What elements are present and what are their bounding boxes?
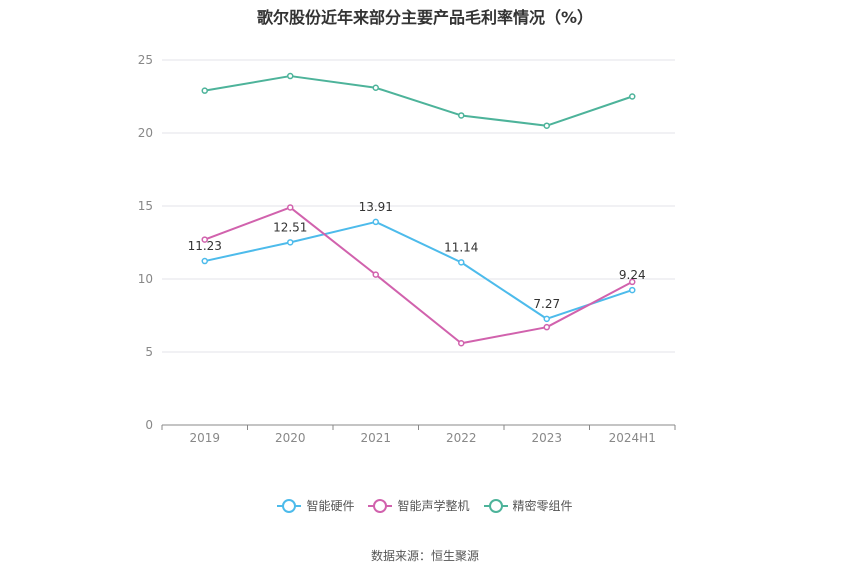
x-tick-label: 2024H1 (609, 431, 656, 445)
x-tick-label: 2021 (360, 431, 391, 445)
axis-layer: 0 5 10 15 20 25 2019 2020 2021 2022 2023 2024H1 (138, 53, 676, 445)
data-point (372, 84, 379, 91)
legend-label: 智能硬件 (306, 499, 355, 513)
data-point (287, 204, 294, 211)
data-label: 12.51 (273, 220, 307, 234)
data-point (372, 271, 379, 278)
data-point (372, 218, 379, 226)
legend-item[interactable]: 智能声学整机 (368, 497, 470, 514)
y-tick-label: 5 (145, 345, 153, 359)
grid-layer (162, 59, 675, 353)
y-tick-label: 15 (138, 199, 153, 213)
data-label: 9.24 (619, 268, 646, 282)
data-point (201, 87, 208, 94)
data-point (458, 339, 465, 347)
data-label: 7.27 (533, 297, 560, 311)
legend-marker-icon (483, 498, 508, 513)
data-point (629, 93, 636, 100)
x-tick-label: 2019 (189, 431, 220, 445)
legend-label: 精密零组件 (512, 499, 573, 513)
y-tick-label: 10 (138, 272, 153, 286)
x-tick-label: 2023 (531, 431, 562, 445)
y-tick-label: 25 (138, 53, 153, 67)
data-point (287, 239, 294, 246)
chart-title: 歌尔股份近年来部分主要产品毛利率情况（%） (256, 8, 594, 27)
y-tick-label: 20 (138, 126, 153, 140)
legend-marker-icon (277, 498, 302, 513)
series-line (204, 220, 633, 320)
data-label: 11.14 (444, 240, 478, 254)
legend-item[interactable]: 精密零组件 (483, 497, 573, 514)
legend-item[interactable]: 智能硬件 (277, 497, 354, 514)
data-point (629, 278, 636, 286)
series-layer (201, 72, 636, 347)
data-point (543, 323, 550, 331)
data-point (543, 122, 550, 129)
x-tick-label: 2020 (275, 431, 306, 445)
data-label: 11.23 (188, 239, 222, 253)
legend-label: 智能声学整机 (397, 499, 470, 513)
x-tick-label: 2022 (446, 431, 477, 445)
data-point (458, 112, 465, 119)
data-point (201, 236, 208, 243)
data-point (458, 259, 465, 266)
legend: 智能硬件 智能声学整机 精密零组件 (0, 497, 850, 514)
legend-marker-icon (368, 498, 393, 513)
data-point (629, 286, 636, 294)
data-label: 13.91 (359, 200, 393, 214)
source-note: 数据来源：恒生聚源 (370, 549, 479, 563)
series-line (204, 75, 633, 127)
data-point (543, 315, 550, 323)
y-tick-label: 0 (145, 418, 153, 432)
data-label-layer: 11.23 12.51 13.91 11.14 7.27 9.24 (188, 200, 646, 311)
series-line (204, 206, 633, 345)
data-point (201, 257, 208, 265)
data-point (287, 72, 294, 80)
